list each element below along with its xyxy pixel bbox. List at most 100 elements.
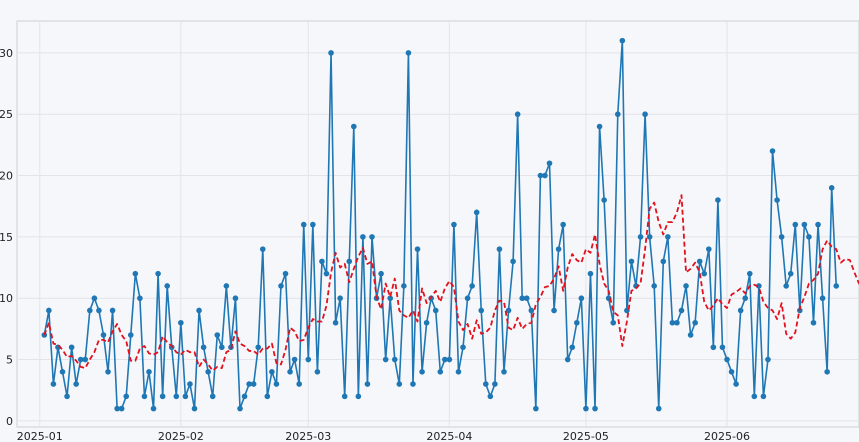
- data-point: [810, 319, 817, 326]
- data-point: [592, 405, 598, 412]
- data-point: [205, 369, 211, 375]
- data-point: [833, 283, 840, 289]
- x-axis-ticks: 2025-01 2025-02 2025-03 2025-04 2025-05 2025-…: [17, 430, 750, 442]
- data-point: [473, 209, 480, 216]
- data-point: [619, 37, 626, 44]
- data-point: [701, 270, 708, 277]
- data-point: [114, 405, 120, 412]
- data-point: [146, 369, 152, 375]
- data-point: [610, 319, 617, 326]
- data-point: [769, 148, 776, 154]
- data-point: [127, 332, 134, 338]
- data-point: [660, 258, 667, 265]
- data-point: [187, 381, 193, 387]
- data-point: [59, 369, 66, 375]
- data-point: [150, 405, 157, 412]
- data-point: [815, 221, 821, 228]
- data-point: [505, 307, 512, 314]
- x-tick-label: 2025-05: [563, 430, 609, 442]
- data-point: [191, 405, 198, 412]
- data-point: [414, 246, 421, 252]
- data-point: [419, 369, 425, 375]
- data-point: [519, 295, 525, 302]
- series-line-1: [43, 194, 859, 372]
- data-point: [269, 369, 275, 375]
- data-point: [742, 295, 749, 302]
- data-point: [746, 270, 753, 277]
- data-point: [555, 246, 562, 252]
- data-point: [214, 332, 221, 338]
- data-point: [765, 356, 771, 363]
- data-point: [96, 307, 102, 314]
- data-point: [583, 405, 589, 412]
- data-point: [396, 381, 403, 387]
- data-point: [451, 221, 457, 228]
- data-point: [669, 319, 676, 326]
- y-tick-label: 10: [0, 292, 13, 305]
- data-point: [337, 295, 343, 302]
- data-point: [642, 111, 648, 118]
- data-point: [601, 197, 607, 203]
- data-point: [314, 369, 321, 375]
- data-point: [209, 393, 216, 400]
- data-point: [551, 307, 557, 314]
- data-point: [378, 270, 384, 277]
- data-point: [241, 393, 248, 400]
- data-point: [455, 369, 462, 375]
- data-point: [219, 344, 225, 351]
- data-point: [651, 283, 657, 289]
- data-point: [828, 185, 835, 191]
- data-point: [560, 221, 566, 228]
- data-point: [487, 393, 494, 400]
- data-point: [68, 344, 75, 351]
- data-point: [801, 221, 808, 228]
- data-point: [50, 381, 57, 387]
- data-point: [596, 123, 603, 130]
- data-point: [246, 381, 252, 387]
- data-point: [437, 369, 444, 375]
- data-point: [105, 369, 111, 375]
- data-point: [291, 356, 298, 363]
- data-point: [73, 381, 79, 387]
- data-point: [310, 221, 316, 228]
- data-point: [614, 111, 621, 118]
- data-point: [460, 344, 466, 351]
- data-point: [196, 307, 202, 314]
- data-point: [824, 369, 830, 375]
- y-tick-label: 0: [6, 415, 13, 428]
- data-point: [250, 381, 257, 387]
- data-point: [255, 344, 262, 351]
- data-point: [423, 319, 430, 326]
- data-point: [91, 295, 98, 302]
- data-point: [737, 307, 744, 314]
- data-point: [237, 405, 243, 412]
- y-tick-label: 20: [0, 170, 13, 183]
- data-point: [728, 369, 735, 375]
- data-point: [382, 356, 389, 363]
- data-point: [683, 283, 689, 289]
- data-point: [360, 234, 366, 240]
- series-layer: [41, 37, 859, 412]
- data-point: [387, 295, 394, 302]
- data-point: [655, 405, 662, 412]
- data-point: [751, 393, 758, 400]
- data-point: [155, 270, 161, 277]
- data-point: [482, 381, 489, 387]
- y-tick-label: 15: [0, 231, 13, 244]
- data-point: [696, 258, 703, 265]
- data-point: [687, 332, 694, 338]
- data-point: [182, 393, 189, 400]
- data-point: [528, 307, 535, 314]
- data-point: [628, 258, 635, 265]
- data-point: [542, 172, 548, 179]
- data-point: [464, 295, 471, 302]
- data-point: [100, 332, 107, 338]
- data-point: [273, 381, 280, 387]
- data-point: [351, 123, 357, 130]
- data-point: [46, 307, 52, 314]
- data-point: [510, 258, 516, 265]
- y-axis-ticks: 0 5 10 15 20 25 30: [0, 47, 13, 428]
- data-point: [523, 295, 530, 302]
- data-point: [819, 295, 826, 302]
